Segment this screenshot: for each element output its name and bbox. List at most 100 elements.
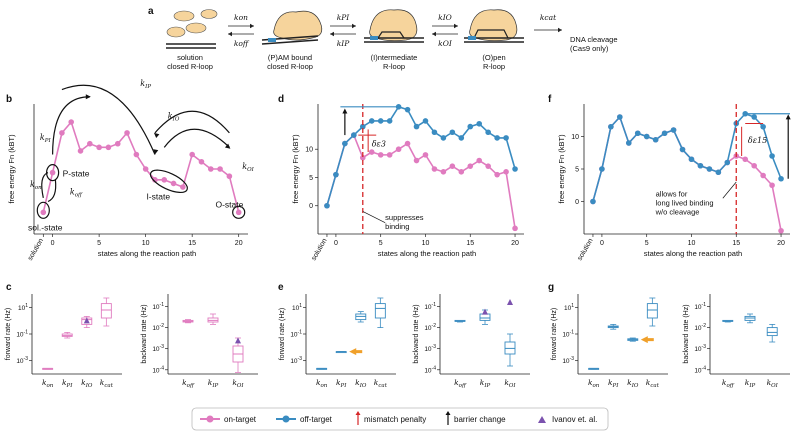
rate-k-off: koff (234, 39, 250, 48)
open-r-loop-icon (464, 9, 524, 43)
x-tick-label-k_cat: kcat (100, 378, 114, 389)
x-tick-label: 10 (422, 240, 430, 247)
rate-k-ip: kIP (337, 39, 351, 48)
y-tick-label: 10-4 (152, 365, 164, 374)
off-target-point (599, 166, 605, 172)
x-tick-label-k_IP: kIP (480, 378, 491, 389)
y-tick-label: 10-1 (290, 330, 302, 339)
ivanov-marker (482, 308, 488, 315)
orange-arrow (640, 336, 654, 344)
y-tick-label: 10-3 (290, 356, 302, 365)
y-axis-label: free energy Fn (kBT) (291, 134, 300, 204)
y-axis-label: backward rate (Hz) (141, 304, 148, 363)
on-target-point (124, 130, 130, 136)
svg-text:on-target: on-target (224, 415, 257, 424)
off-target-point (333, 171, 339, 178)
x-tick-label-k_IO: kIO (627, 378, 639, 389)
y-axis-label: backward rate (Hz) (683, 304, 690, 363)
off-target-point (751, 114, 757, 120)
panel-label-a: a (148, 6, 154, 17)
x-tick-label-k_off: koff (182, 378, 195, 389)
scheme-state-0: solution closed R-loop (167, 53, 213, 71)
on-target-point (467, 163, 474, 169)
off-target-point (368, 118, 375, 124)
panel-b-landscape: solution 0 5 10 15 20 states along the reactio… (7, 79, 255, 262)
svg-text:off-target: off-target (300, 415, 333, 424)
x-tick-label: 20 (235, 240, 243, 247)
rate-k-on: kon (234, 13, 248, 22)
on-target-point (77, 148, 84, 154)
panel-c-left: 10-3 10-1 101 forward rate (Hz) kon kPI kIO kca… (5, 294, 122, 389)
delta-label: δε3 (372, 140, 386, 149)
o-state-ellipse (232, 205, 246, 219)
x-tick-label-k_off: koff (454, 378, 467, 389)
on-target-point (217, 166, 223, 172)
x-tick-label: 0 (600, 240, 604, 247)
panel-e-left: 10-3 10-1 101 forward rate (Hz) kon kPI kIO kca… (279, 294, 396, 389)
x-tick-label-k_cat: kcat (374, 378, 388, 389)
orange-arrow (349, 348, 363, 356)
on-target-point (778, 227, 784, 234)
arrow-kip (61, 84, 156, 155)
on-target-point (198, 158, 205, 165)
x-tick-label-k_IO: kIO (81, 378, 93, 389)
sol-state-label: sol.-state (28, 222, 63, 232)
off-target-point (617, 114, 623, 120)
x-tick-label-k_OI: kOI (232, 378, 244, 389)
on-target-point (180, 184, 186, 190)
on-target-point (105, 144, 112, 151)
y-tick-label: 10-1 (562, 330, 574, 339)
label-k-io: kIO (168, 111, 180, 122)
rate-k-io: kIO (438, 13, 452, 22)
on-target-point (170, 180, 177, 187)
y-tick-label: 10-3 (16, 356, 28, 365)
on-target-point (512, 225, 518, 232)
y-axis-label: free energy Fn (kBT) (7, 134, 16, 204)
off-target-point (590, 198, 596, 205)
svg-text:barrier change: barrier change (454, 415, 506, 424)
off-target-point (440, 135, 447, 141)
x-tick-label: 20 (777, 240, 785, 247)
on-target-point (449, 163, 456, 169)
label-k-ip: kIP (140, 79, 151, 90)
y-tick-label: 10 (571, 134, 579, 141)
off-target-point (458, 135, 465, 141)
on-target-point (742, 156, 749, 163)
y-tick-label: 5 (575, 167, 579, 174)
x-tick-label-k_PI: kPI (62, 378, 73, 389)
on-target-line (326, 133, 516, 229)
y-tick-label: 10-4 (424, 365, 436, 374)
on-target-point (161, 177, 168, 183)
pam-bound-complex-icon (261, 10, 323, 45)
ivanov-marker (83, 317, 90, 324)
y-axis-label: forward rate (Hz) (551, 308, 558, 361)
on-target-point (368, 149, 375, 155)
label-k-on: kon (30, 180, 42, 191)
off-target-point (724, 159, 731, 166)
off-target-point (760, 123, 766, 130)
y-tick-label: 10 (305, 147, 313, 154)
off-target-point (404, 106, 411, 113)
x-tick-label: 0 (334, 240, 338, 247)
off-target-point (608, 123, 614, 130)
panel-label-d: d (278, 94, 284, 105)
panel-label-c: c (6, 282, 12, 293)
rate-k-pi: kPI (337, 13, 351, 22)
panel-a-scheme: solution closed R-loop kon koff (P)AM bou… (166, 9, 618, 71)
y-tick-label: 10-1 (152, 302, 164, 311)
box-iqr (646, 303, 658, 319)
off-target-point (413, 123, 420, 130)
on-target-point (395, 146, 402, 153)
off-target-point (643, 133, 650, 140)
panel-c-right: 10-4 10-3 10-2 10-1 backward rate (Hz) koff kI… (141, 294, 258, 389)
x-tick-label: 5 (379, 240, 383, 247)
off-target-point (476, 120, 483, 127)
annotation-text: allows for long lived binding w/o cleavage (655, 189, 714, 216)
p-state-label: P-state (63, 169, 90, 179)
off-target-point (670, 127, 677, 133)
on-target-point (431, 166, 438, 172)
scheme-state-2: (I)ntermediate R-loop (371, 53, 418, 71)
off-target-point (688, 156, 695, 163)
label-k-pi: kPI (40, 133, 52, 144)
